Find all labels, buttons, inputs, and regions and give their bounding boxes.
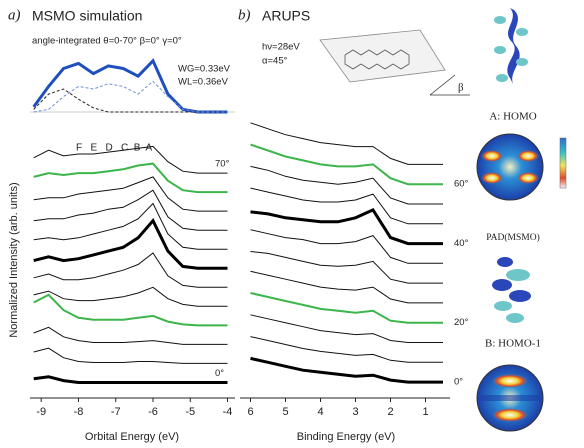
spectrum <box>33 80 228 113</box>
orbital-label: B: HOMO-1 <box>485 338 541 350</box>
pad-map <box>476 364 544 432</box>
spectrum <box>250 336 443 363</box>
panel-label: b) <box>238 7 251 23</box>
annotation: hν=28eV <box>262 42 300 53</box>
spectrum <box>33 88 228 113</box>
spectrum <box>33 218 228 270</box>
spectrum <box>250 292 443 324</box>
angle-label: β <box>458 82 464 94</box>
x-tick-label: -9 <box>36 406 46 418</box>
spectrum <box>250 165 443 205</box>
peak-letters: F E D C B A <box>76 143 152 154</box>
angle-label: 0° <box>215 368 224 379</box>
panel-title: ARUPS <box>262 8 310 24</box>
spectrum <box>250 314 443 343</box>
angle-label: 40° <box>454 238 469 249</box>
spectrum <box>250 251 443 284</box>
inset-title: angle-integrated θ=0-70° β=0° γ=0° <box>32 36 182 47</box>
orbital-label: A: HOMO <box>489 111 536 123</box>
x-tick-label: 6 <box>247 406 253 418</box>
spectrum <box>33 375 228 384</box>
angle-label: 20° <box>454 317 469 328</box>
spectrum <box>33 252 228 288</box>
x-tick-label: -4 <box>223 406 233 418</box>
x-tick-label: -5 <box>185 406 195 418</box>
spectrum <box>33 189 228 231</box>
x-tick-label: -6 <box>148 406 158 418</box>
spectrum <box>250 122 443 165</box>
molecule-sketch <box>319 29 470 96</box>
panel-title: MSMO simulation <box>32 8 142 24</box>
angle-label: 70° <box>215 159 230 170</box>
x-tick-label: 4 <box>317 406 323 418</box>
spectrum <box>33 293 228 327</box>
spectrum <box>250 207 443 246</box>
x-tick-label: -7 <box>111 406 121 418</box>
spectrum <box>33 145 228 174</box>
x-axis-label: Binding Energy (eV) <box>297 431 395 443</box>
y-axis-label: Normalized Intensity (arb. units) <box>8 182 20 337</box>
spectrum <box>250 143 443 186</box>
x-tick-label: 2 <box>387 406 393 418</box>
spectrum <box>33 162 228 194</box>
spectrum <box>32 58 228 114</box>
x-tick-label: 3 <box>352 406 358 418</box>
x-tick-label: 1 <box>422 406 428 418</box>
x-tick-label: -8 <box>74 406 84 418</box>
spectrum <box>33 326 228 345</box>
pad-label: PAD(MSMO) <box>486 232 540 243</box>
annotation: α=45° <box>262 56 288 67</box>
homo-orbital <box>494 8 528 86</box>
angle-label: 60° <box>454 179 469 190</box>
spectrum <box>250 356 443 384</box>
annotation: WL=0.36eV <box>178 77 229 88</box>
x-tick-label: 5 <box>282 406 288 418</box>
spectrum <box>33 176 228 212</box>
angle-label: 0° <box>454 377 463 388</box>
x-axis-label: Orbital Energy (eV) <box>85 431 179 443</box>
spectrum <box>250 270 443 304</box>
panel-label: a) <box>8 7 21 23</box>
spectrum <box>33 202 228 250</box>
homo1-orbital <box>492 257 531 323</box>
spectrum <box>33 347 228 364</box>
spectrum <box>250 229 443 264</box>
spectrum <box>33 286 228 307</box>
spectrum <box>250 187 443 225</box>
pad-map <box>476 133 567 201</box>
annotation: WG=0.33eV <box>178 64 231 75</box>
